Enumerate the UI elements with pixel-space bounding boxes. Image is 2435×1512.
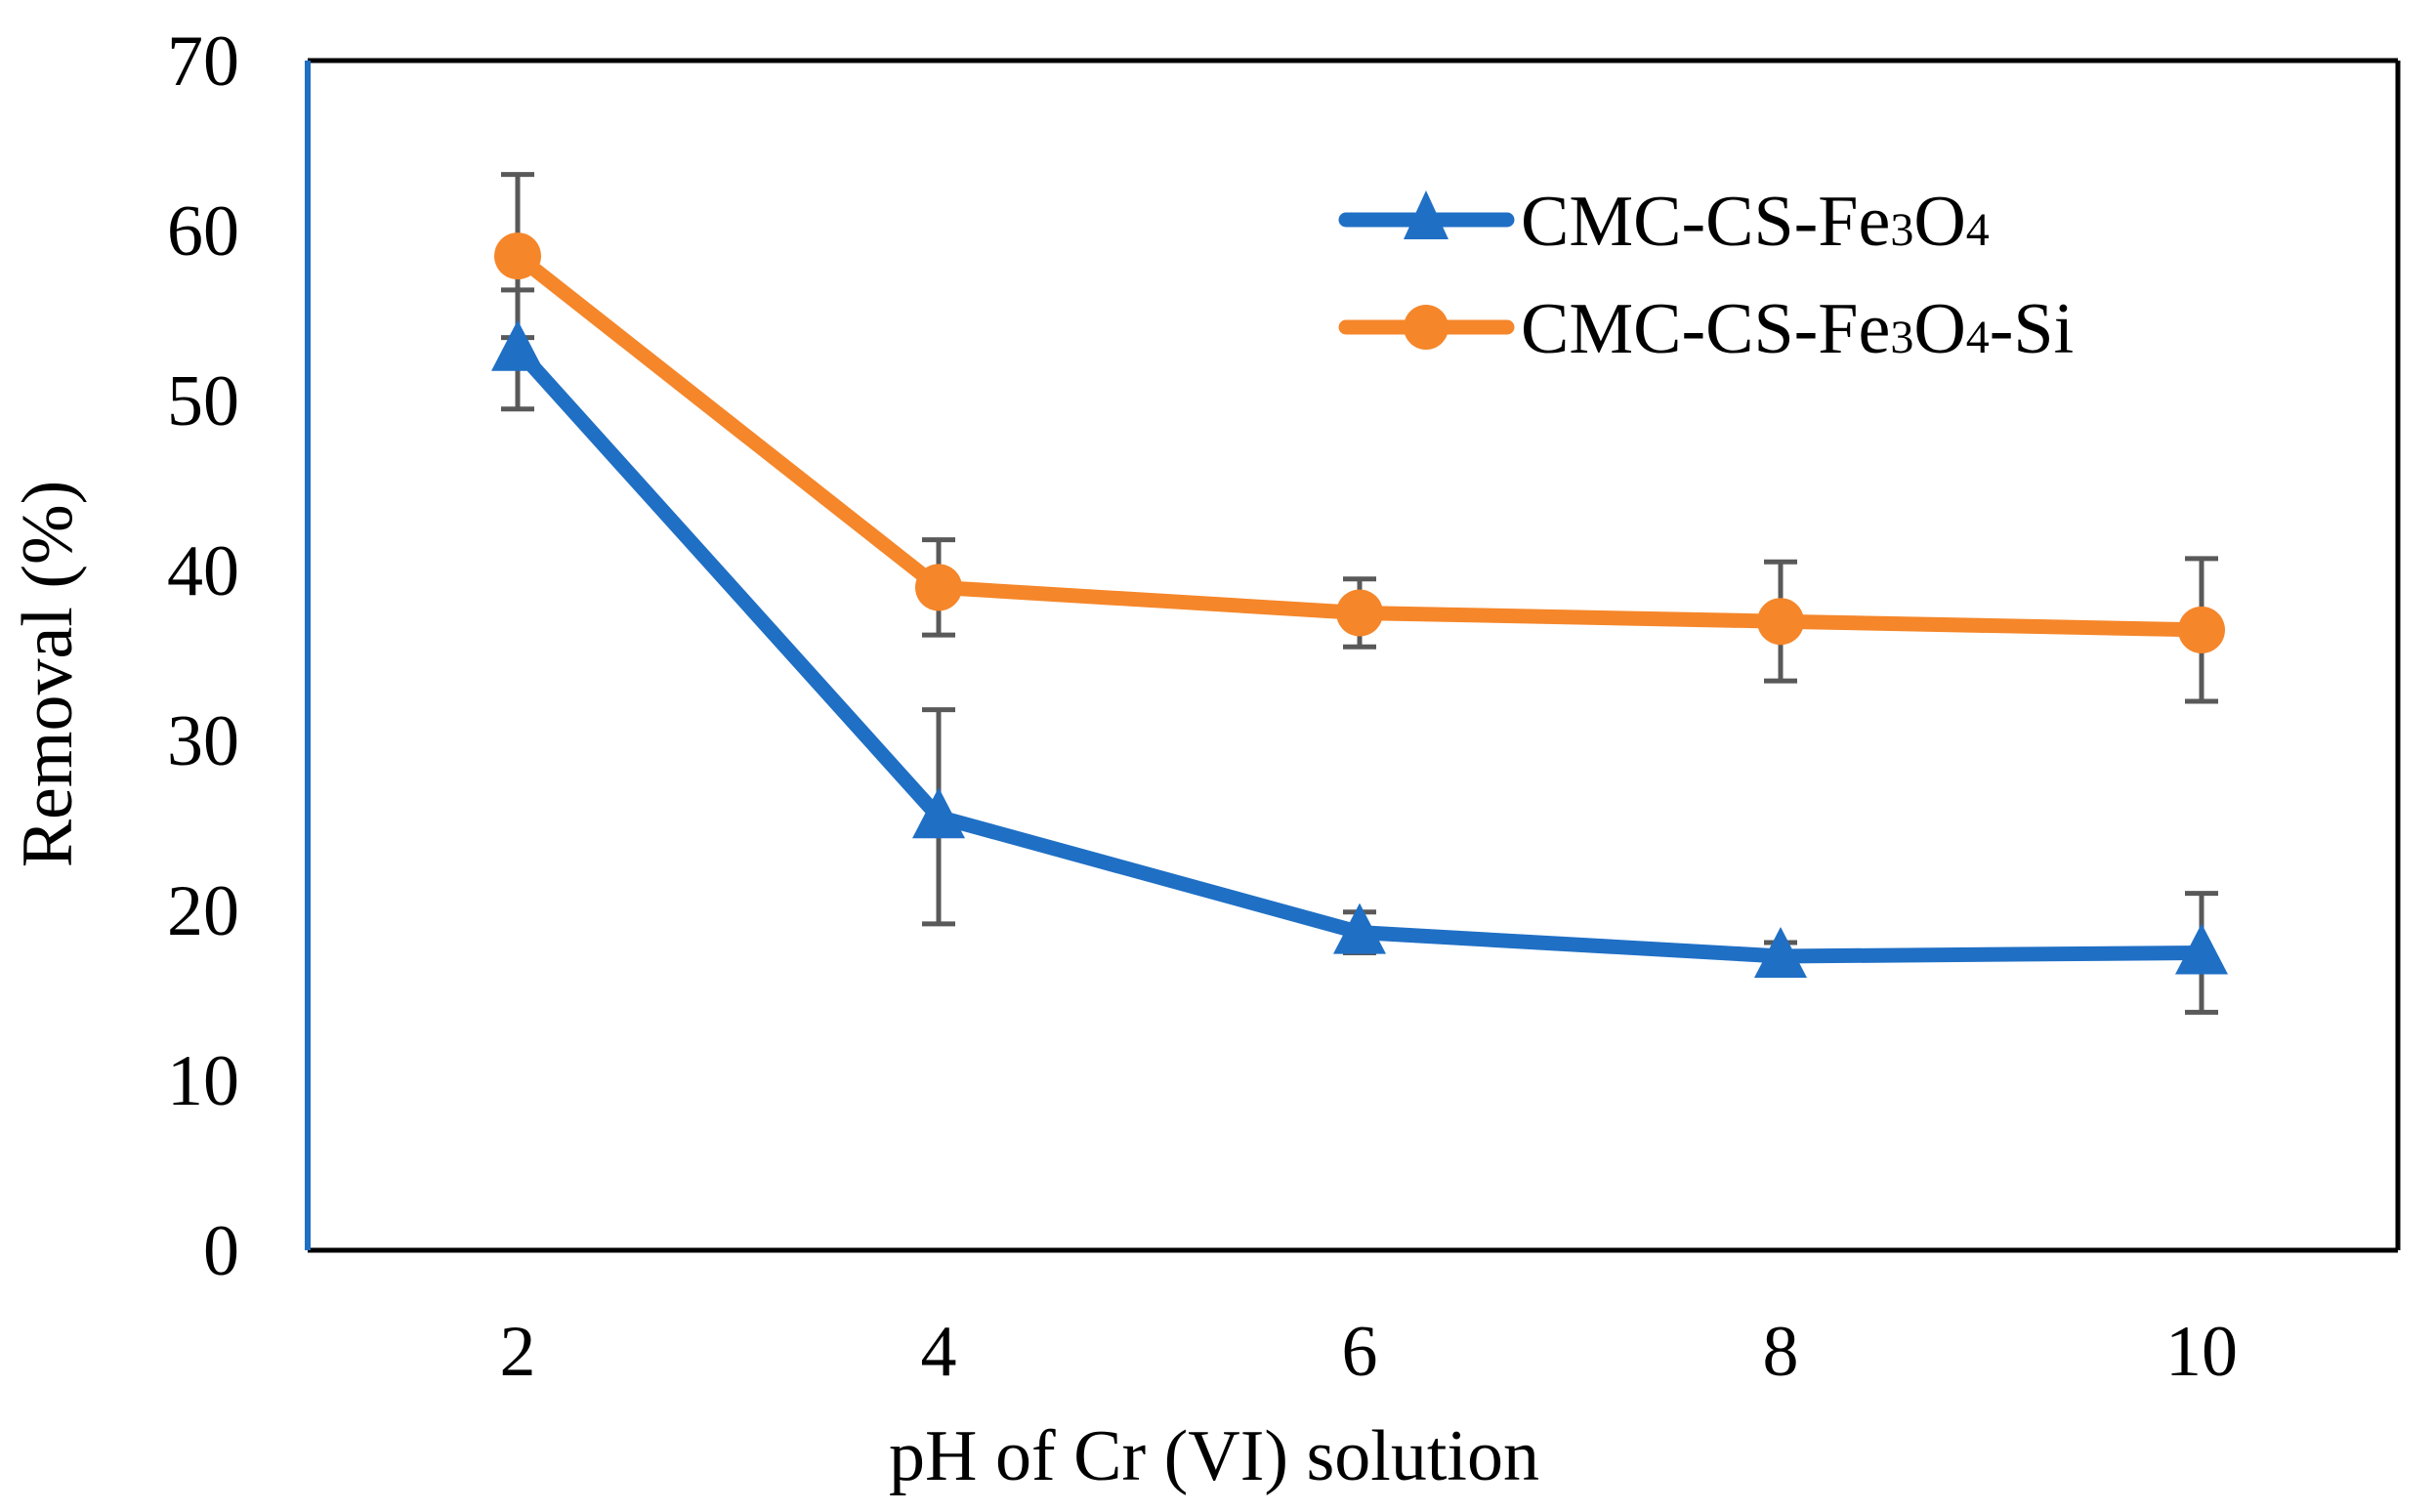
legend-label-cmc-cs-fe3o4: CMC-CS-Fe3O4 — [1521, 182, 1990, 262]
y-tick-label: 60 — [167, 191, 239, 272]
data-point-triangle — [1754, 926, 1807, 978]
legend-entry-cmc-cs-fe3o4: CMC-CS-Fe3O4 — [1338, 182, 1990, 262]
legend-marker-triangle — [1404, 190, 1448, 239]
data-point-circle — [2178, 606, 2225, 653]
data-point-triangle — [2175, 923, 2228, 975]
data-point-triangle — [491, 319, 544, 371]
y-tick-label: 20 — [167, 871, 239, 951]
legend-label-cmc-cs-fe3o4-si: CMC-CS-Fe3O4-Si — [1521, 289, 2074, 369]
x-tick-label: 10 — [2165, 1312, 2238, 1392]
y-tick-labels: 0 10 20 30 40 50 60 70 — [167, 21, 239, 1291]
data-point-circle — [1757, 598, 1804, 646]
legend: CMC-CS-Fe3O4 CMC-CS-Fe3O4-Si — [1338, 182, 2074, 369]
y-axis-title: Removal (%) — [8, 481, 88, 868]
y-tick-label: 40 — [167, 531, 239, 611]
y-tick-label: 10 — [167, 1041, 239, 1121]
x-tick-label: 4 — [921, 1312, 957, 1392]
y-tick-label: 30 — [167, 701, 239, 781]
x-axis-title: pH of Cr (VI) solution — [889, 1416, 1539, 1496]
x-tick-label: 2 — [500, 1312, 536, 1392]
x-tick-labels: 2 4 6 8 10 — [500, 1312, 2239, 1392]
legend-marker-circle — [1404, 305, 1448, 350]
data-point-circle — [494, 232, 541, 280]
x-tick-label: 6 — [1342, 1312, 1378, 1392]
data-point-circle — [915, 564, 962, 611]
y-tick-label: 50 — [167, 361, 239, 441]
data-point-circle — [1336, 589, 1383, 637]
x-tick-label: 8 — [1763, 1312, 1799, 1392]
y-tick-label: 0 — [203, 1211, 239, 1291]
series-markers — [491, 232, 2228, 978]
legend-entry-cmc-cs-fe3o4-si: CMC-CS-Fe3O4-Si — [1338, 289, 2074, 369]
data-point-triangle — [912, 787, 965, 839]
data-point-triangle — [1333, 903, 1386, 954]
y-tick-label: 70 — [167, 21, 239, 102]
